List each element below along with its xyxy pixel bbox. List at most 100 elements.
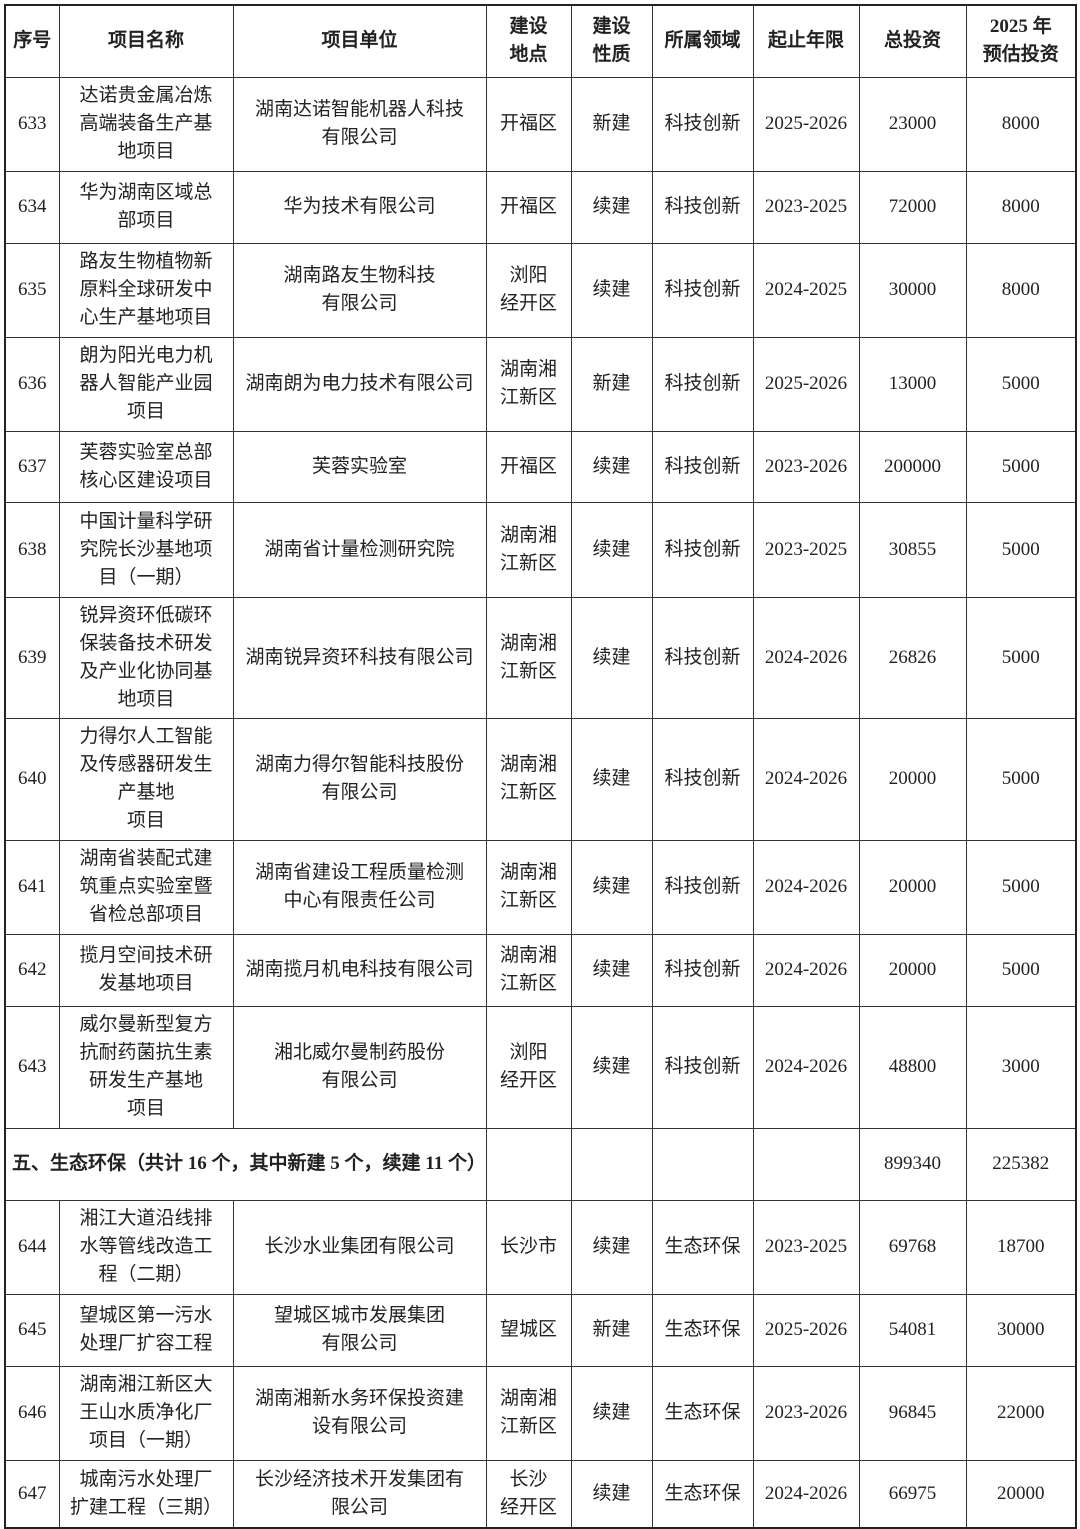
cell-index: 641 [4,839,60,935]
cell-location: 湖南湘 江新区 [485,717,572,841]
cell-field: 科技创新 [651,1005,754,1129]
cell-nature: 续建 [570,933,653,1007]
cell-nature: 续建 [570,1365,653,1461]
cell-location: 湖南湘 江新区 [485,336,572,432]
cell-field: 科技创新 [651,839,754,935]
cell-index: 644 [4,1199,60,1295]
table-row: 639 锐异资环低碳环 保装备技术研发 及产业化协同基 地项目 湖南锐异资环科技有限… [4,596,1077,719]
table-row: 633 达诺贵金属冶炼 高端装备生产基 地项目 湖南达诺智能机器人科技 有限公司 开福… [4,76,1077,172]
section-total-investment: 899340 [858,1127,967,1201]
cell-nature: 新建 [570,336,653,432]
cell-2025-estimate: 22000 [965,1365,1077,1461]
cell-project-unit: 湖南锐异资环科技有限公司 [232,596,487,719]
cell-2025-estimate: 5000 [965,839,1077,935]
cell-total-investment: 20000 [858,717,967,841]
table-row: 638 中国计量科学研 究院长沙基地项 目（一期） 湖南省计量检测研究院 湖南湘 江新… [4,501,1077,598]
cell-period: 2025-2026 [752,76,860,172]
cell-2025-estimate: 5000 [965,430,1077,503]
cell-project-name: 湖南湘江新区大 王山水质净化厂 项目（一期） [58,1365,234,1461]
header-index: 序号 [4,4,60,78]
cell-project-unit: 湖南路友生物科技 有限公司 [232,242,487,338]
cell-total-investment: 72000 [858,170,967,244]
section-2025-estimate: 225382 [965,1127,1077,1201]
cell-nature: 续建 [570,1199,653,1295]
cell-field: 科技创新 [651,430,754,503]
cell-project-unit: 湖南达诺智能机器人科技 有限公司 [232,76,487,172]
header-2025-estimate: 2025 年 预估投资 [965,4,1077,78]
cell-total-investment: 48800 [858,1005,967,1129]
cell-period: 2025-2026 [752,1293,860,1367]
cell-2025-estimate: 5000 [965,336,1077,432]
header-location: 建设 地点 [485,4,572,78]
cell-project-unit: 湖南揽月机电科技有限公司 [232,933,487,1007]
cell-project-name: 路友生物植物新 原料全球研发中 心生产基地项目 [58,242,234,338]
cell-project-name: 力得尔人工智能 及传感器研发生 产基地 项目 [58,717,234,841]
cell-project-name: 湖南省装配式建 筑重点实验室暨 省检总部项目 [58,839,234,935]
cell-index: 646 [4,1365,60,1461]
table-row: 642 揽月空间技术研 发基地项目 湖南揽月机电科技有限公司 湖南湘 江新区 续建 科技创… [4,933,1077,1007]
cell-project-name: 锐异资环低碳环 保装备技术研发 及产业化协同基 地项目 [58,596,234,719]
cell-index: 647 [4,1459,60,1529]
cell-project-name: 威尔曼新型复方 抗耐药菌抗生素 研发生产基地 项目 [58,1005,234,1129]
table-row: 634 华为湖南区域总 部项目 华为技术有限公司 开福区 续建 科技创新 2023-2025… [4,170,1077,244]
table-row: 635 路友生物植物新 原料全球研发中 心生产基地项目 湖南路友生物科技 有限公司浏… [4,242,1077,338]
cell-project-unit: 华为技术有限公司 [232,170,487,244]
cell-project-name: 揽月空间技术研 发基地项目 [58,933,234,1007]
cell-period: 2024-2026 [752,1459,860,1529]
section-row: 五、生态环保（共计 16 个，其中新建 5 个，续建 11 个） 899340 22… [4,1127,1077,1201]
cell-field: 科技创新 [651,242,754,338]
cell-total-investment: 13000 [858,336,967,432]
cell-location: 长沙 经开区 [485,1459,572,1529]
cell-location: 湖南湘 江新区 [485,839,572,935]
cell-project-name: 达诺贵金属冶炼 高端装备生产基 地项目 [58,76,234,172]
cell-field: 生态环保 [651,1293,754,1367]
cell-period: 2024-2026 [752,839,860,935]
cell-nature: 续建 [570,1005,653,1129]
cell-total-investment: 30000 [858,242,967,338]
cell-field: 科技创新 [651,170,754,244]
cell-project-unit: 长沙水业集团有限公司 [232,1199,487,1295]
cell-index: 642 [4,933,60,1007]
empty-cell [752,1127,860,1201]
table-row: 646 湖南湘江新区大 王山水质净化厂 项目（一期） 湖南湘新水务环保投资建 设有限… [4,1365,1077,1461]
cell-total-investment: 30855 [858,501,967,598]
cell-project-name: 城南污水处理厂 扩建工程（三期） [58,1459,234,1529]
cell-project-name: 芙蓉实验室总部 核心区建设项目 [58,430,234,503]
cell-project-unit: 湖南省建设工程质量检测 中心有限责任公司 [232,839,487,935]
empty-cell [570,1127,653,1201]
cell-period: 2024-2026 [752,1005,860,1129]
table-row: 644 湘江大道沿线排 水等管线改造工 程（二期） 长沙水业集团有限公司 长沙市 续建生… [4,1199,1077,1295]
table-row: 637 芙蓉实验室总部 核心区建设项目 芙蓉实验室 开福区 续建 科技创新 2023-202… [4,430,1077,503]
cell-index: 634 [4,170,60,244]
cell-period: 2023-2026 [752,430,860,503]
cell-period: 2023-2026 [752,1365,860,1461]
header-project-name: 项目名称 [58,4,234,78]
empty-cell [485,1127,572,1201]
cell-location: 湖南湘 江新区 [485,933,572,1007]
cell-total-investment: 200000 [858,430,967,503]
cell-index: 640 [4,717,60,841]
cell-2025-estimate: 18700 [965,1199,1077,1295]
cell-2025-estimate: 8000 [965,242,1077,338]
cell-2025-estimate: 20000 [965,1459,1077,1529]
cell-period: 2023-2025 [752,501,860,598]
cell-field: 科技创新 [651,717,754,841]
cell-total-investment: 69768 [858,1199,967,1295]
cell-total-investment: 26826 [858,596,967,719]
cell-nature: 新建 [570,76,653,172]
cell-location: 湖南湘 江新区 [485,501,572,598]
cell-nature: 续建 [570,170,653,244]
cell-index: 637 [4,430,60,503]
cell-field: 科技创新 [651,501,754,598]
cell-project-unit: 望城区城市发展集团 有限公司 [232,1293,487,1367]
table-row: 647 城南污水处理厂 扩建工程（三期） 长沙经济技术开发集团有 限公司 长沙 经开区… [4,1459,1077,1529]
table-row: 643 威尔曼新型复方 抗耐药菌抗生素 研发生产基地 项目 湘北威尔曼制药股份 有限… [4,1005,1077,1129]
cell-nature: 续建 [570,1459,653,1529]
cell-location: 湖南湘 江新区 [485,1365,572,1461]
section-title: 五、生态环保（共计 16 个，其中新建 5 个，续建 11 个） [4,1127,487,1201]
cell-period: 2025-2026 [752,336,860,432]
cell-index: 639 [4,596,60,719]
cell-project-name: 中国计量科学研 究院长沙基地项 目（一期） [58,501,234,598]
header-field: 所属领域 [651,4,754,78]
cell-project-unit: 湖南省计量检测研究院 [232,501,487,598]
